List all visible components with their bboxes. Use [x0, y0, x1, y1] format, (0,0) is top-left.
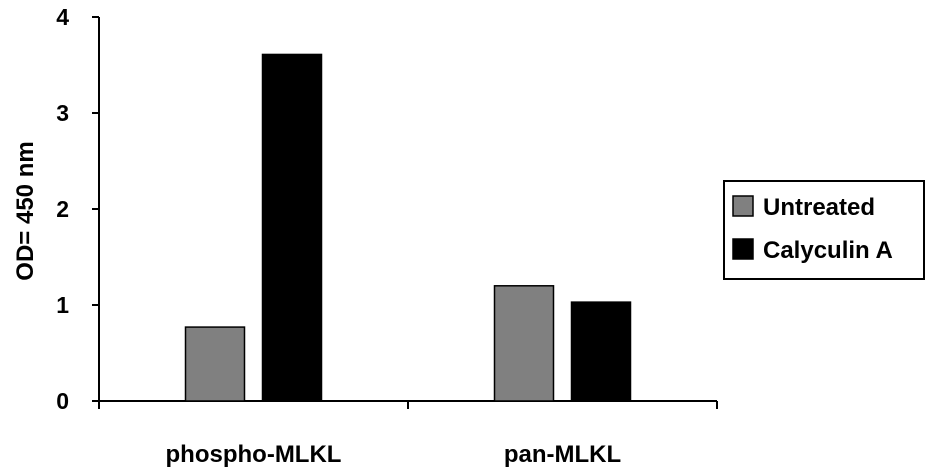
legend-label: Calyculin A	[763, 237, 893, 264]
legend-items: Untreated Calyculin A	[732, 194, 893, 264]
y-axis-title: OD= 450 nm	[12, 141, 39, 280]
y-tick-label: 0	[56, 388, 69, 414]
bar-calyculin-a	[261, 53, 323, 402]
legend: Untreated Calyculin A	[723, 180, 925, 280]
legend-swatch	[732, 195, 754, 217]
x-ticks	[98, 401, 718, 409]
x-category-label: phospho-MLKL	[166, 441, 342, 468]
x-category-label: pan-MLKL	[504, 441, 621, 468]
bars	[184, 53, 632, 402]
y-tick-label: 3	[56, 100, 69, 126]
bar-untreated	[184, 326, 246, 402]
category-labels: phospho-MLKL pan-MLKL	[166, 441, 622, 468]
bar-calyculin-a	[570, 301, 632, 402]
legend-swatch	[732, 238, 754, 260]
y-tick-label: 2	[56, 196, 69, 222]
y-ticks: 0 1 2 3 4	[56, 4, 99, 414]
legend-frame	[723, 180, 925, 280]
y-tick-label: 1	[56, 292, 69, 318]
legend-label: Untreated	[763, 194, 875, 221]
bar-untreated	[493, 285, 555, 402]
y-tick-label: 4	[56, 4, 69, 30]
